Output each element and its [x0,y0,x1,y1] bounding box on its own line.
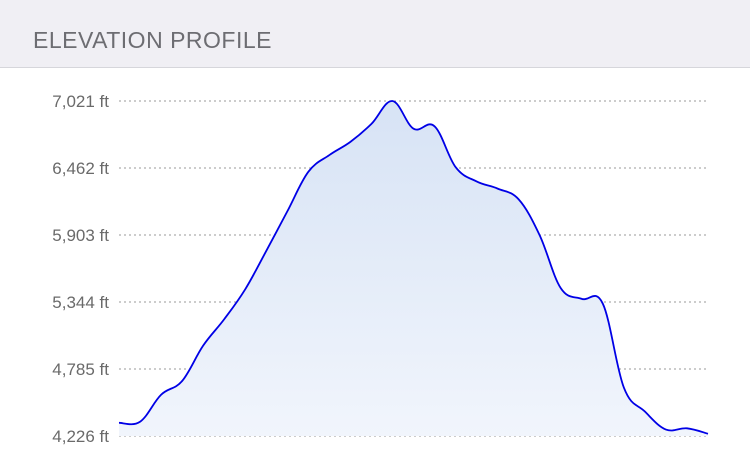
y-tick-label: 5,903 ft [52,226,109,245]
y-tick-label: 5,344 ft [52,293,109,312]
y-tick-label: 4,226 ft [52,427,109,446]
elevation-line [118,100,709,435]
elevation-chart: 4,226 ft 4,785 ft 5,344 ft 5,903 ft 6,462 ft… [0,69,750,465]
y-tick-label: 6,462 ft [52,159,109,178]
chart-header: ELEVATION PROFILE [0,0,750,68]
elevation-area [119,100,708,436]
y-tick-label: 4,785 ft [52,360,109,379]
elevation-chart-svg: 4,226 ft 4,785 ft 5,344 ft 5,903 ft 6,462 ft… [52,92,709,446]
y-tick-label: 7,021 ft [52,92,109,111]
chart-title: ELEVATION PROFILE [33,27,272,53]
